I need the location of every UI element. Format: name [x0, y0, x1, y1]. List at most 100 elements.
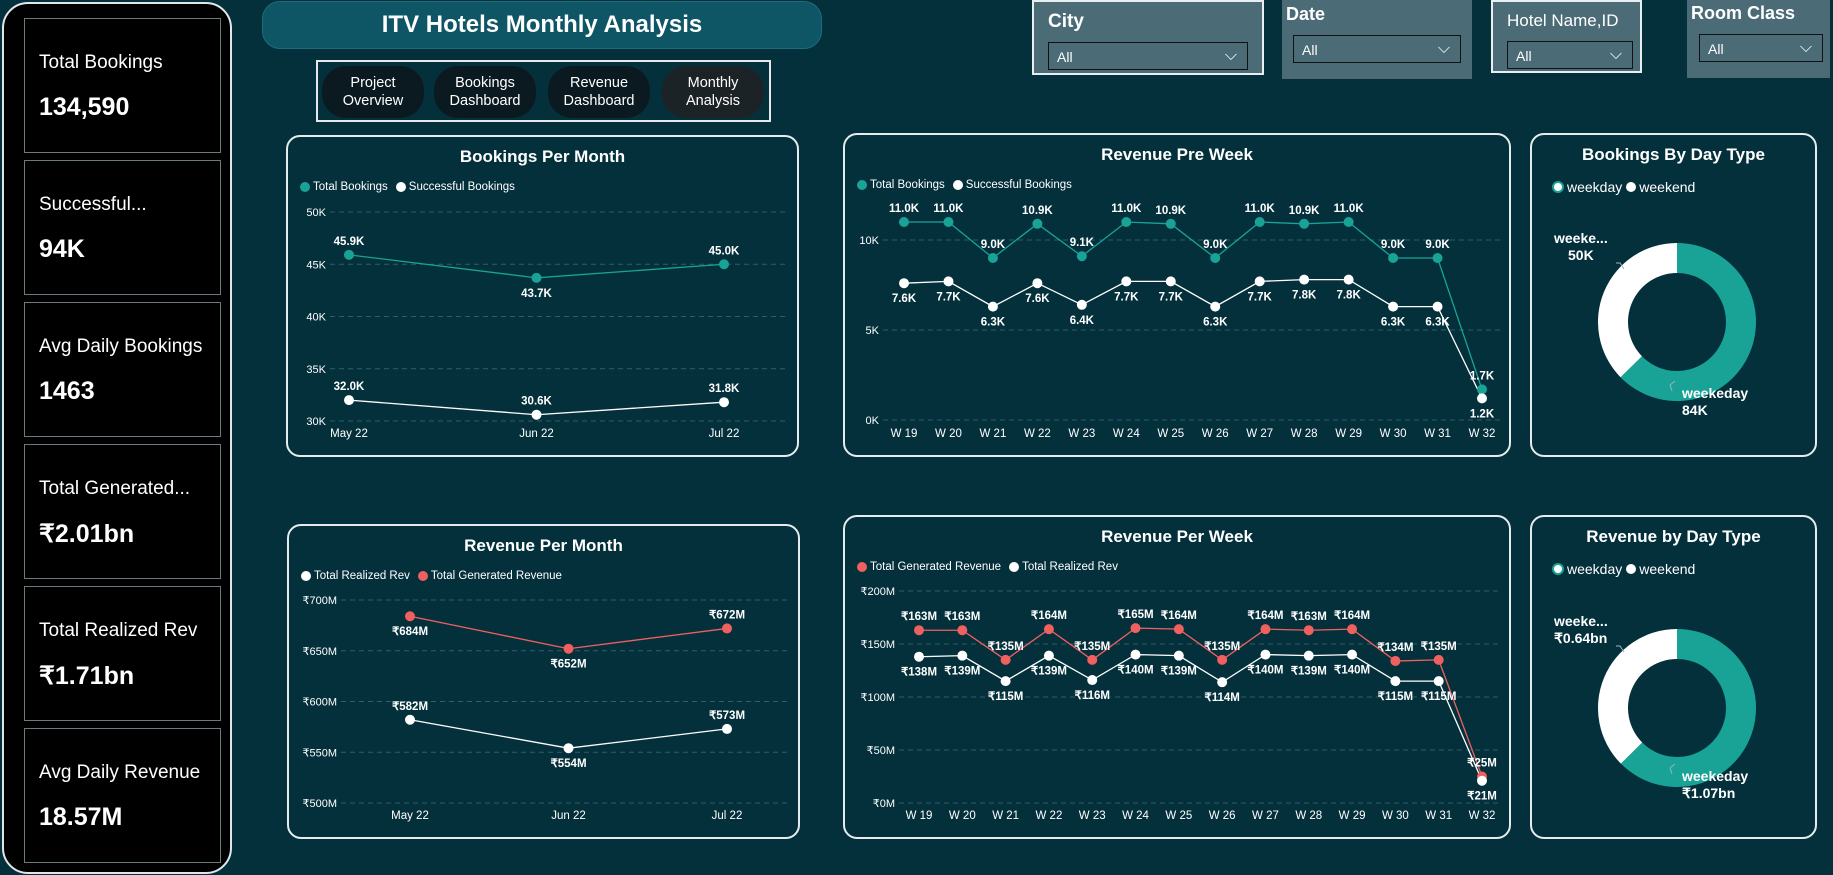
data-point [1299, 274, 1310, 285]
legend-item[interactable]: Total Bookings [857, 179, 945, 191]
y-tick-label: ₹500M [302, 798, 337, 810]
data-point [405, 611, 415, 622]
data-point [1217, 654, 1228, 665]
kpi-value: ₹1.71bn [39, 662, 135, 690]
room-class-dropdown[interactable]: All ⌵ [1699, 34, 1823, 62]
data-point [344, 249, 354, 260]
data-label: ₹672M [709, 609, 745, 621]
data-point [1343, 274, 1354, 285]
dropdown-value: All [1302, 42, 1318, 58]
x-tick-label: W 21 [992, 810, 1019, 822]
data-label: 10.9K [1022, 205, 1053, 217]
data-label: 7.7K [936, 291, 961, 303]
data-point [914, 651, 924, 662]
series-line [918, 653, 1483, 781]
bookings-per-week-chart: 0K 5K 10K W 19 W 20 W 21 W 22 W 23 W 24 W 25 W 26 W… [859, 203, 1500, 440]
chart-legend: Total Generated Revenue Total Realized R… [857, 561, 1118, 573]
legend-item[interactable]: Successful Bookings [952, 179, 1072, 191]
data-label: ₹25M [1467, 758, 1497, 770]
x-tick-label: W 23 [1079, 810, 1106, 822]
legend-item[interactable]: Total Bookings [300, 181, 388, 193]
legend-item[interactable]: Total Realized Rev [301, 570, 410, 582]
data-point [1433, 654, 1444, 665]
data-point [1173, 624, 1184, 635]
kpi-label: Avg Daily Bookings [39, 336, 203, 357]
y-tick-label: 40K [306, 312, 326, 324]
data-label: ₹21M [1467, 791, 1497, 803]
data-label: 11.0K [1245, 203, 1276, 215]
nav-label-line2: Overview [342, 93, 404, 109]
chart-title: Bookings By Day Type [1582, 145, 1765, 164]
kpi-value: 134,590 [39, 93, 130, 121]
slice-label-value: ₹1.07bn [1682, 785, 1735, 801]
hotel-dropdown[interactable]: All ⌵ [1507, 41, 1633, 69]
data-label: 7.7K [1159, 291, 1184, 303]
series-line [919, 627, 1483, 777]
data-point [1087, 654, 1098, 665]
legend-item[interactable]: weekend [1626, 179, 1695, 195]
data-point [722, 623, 732, 634]
series-line [903, 278, 1483, 399]
data-point [1347, 624, 1358, 635]
data-label: 9.0K [1203, 239, 1228, 251]
legend-item[interactable]: Successful Bookings [395, 181, 515, 193]
dropdown-value: All [1516, 48, 1532, 64]
donut-slice [1598, 243, 1677, 378]
data-point [957, 625, 968, 636]
data-label: 9.1K [1070, 237, 1095, 249]
x-tick-label: W 24 [1113, 428, 1140, 440]
data-label: 10.9K [1289, 205, 1320, 217]
nav-monthly-analysis-button[interactable]: Monthly Analysis [662, 66, 764, 118]
data-label: ₹163M [1291, 611, 1327, 623]
legend-dot-icon [1009, 562, 1020, 572]
nav-bookings-dashboard-button[interactable]: Bookings Dashboard [434, 66, 536, 118]
chart-title: Revenue Per Week [1101, 527, 1253, 546]
data-point [987, 253, 998, 263]
date-dropdown[interactable]: All ⌵ [1293, 35, 1461, 63]
data-label: 11.0K [1111, 203, 1142, 215]
data-label: ₹135M [1204, 641, 1240, 653]
y-tick-label: 45K [306, 259, 326, 271]
legend-label: Total Bookings [313, 181, 388, 193]
legend-item[interactable]: weekend [1626, 561, 1695, 577]
data-label: ₹652M [550, 659, 586, 671]
data-point [1000, 654, 1011, 665]
chart-legend: Total Realized Rev Total Generated Reven… [301, 570, 562, 582]
chevron-down-icon: ⌵ [1224, 47, 1237, 64]
bookings-per-week-card: Revenue Pre Week Total Bookings Successf… [843, 133, 1511, 457]
revenue-by-day-type-donut: weekeday₹1.07bn weeke...₹0.64bn [1553, 613, 1756, 801]
legend-item[interactable]: weekday [1552, 561, 1622, 577]
data-point [943, 217, 954, 227]
chart-title: Revenue by Day Type [1586, 527, 1761, 546]
legend-item[interactable]: Total Generated Revenue [417, 570, 562, 582]
nav-project-overview-button[interactable]: Project Overview [322, 66, 424, 118]
legend-item[interactable]: Total Generated Revenue [857, 561, 1001, 573]
x-tick-label: May 22 [391, 810, 429, 822]
data-label: ₹164M [1247, 610, 1283, 622]
data-label: 6.3K [981, 317, 1006, 329]
data-label: 7.8K [1292, 290, 1317, 302]
data-point [1260, 624, 1271, 635]
data-point [1210, 253, 1221, 263]
y-tick-label: ₹600M [302, 697, 337, 709]
x-tick-label: W 21 [980, 428, 1007, 440]
data-label: ₹135M [1074, 641, 1110, 653]
nav-revenue-dashboard-button[interactable]: Revenue Dashboard [548, 66, 650, 118]
legend-item[interactable]: Total Realized Rev [1009, 561, 1118, 573]
legend-label: weekday [1567, 561, 1623, 577]
kpi-label: Total Bookings [39, 52, 163, 73]
legend-dot-icon [857, 180, 867, 190]
data-point [1032, 278, 1043, 289]
leader-line [1616, 262, 1625, 270]
data-label: ₹140M [1117, 665, 1153, 677]
city-dropdown[interactable]: All ⌵ [1048, 42, 1248, 70]
legend-item[interactable]: weekday [1552, 179, 1622, 195]
revenue-by-day-type-card: Revenue by Day Type weekday weekend week… [1530, 515, 1817, 839]
legend-dot-icon [417, 571, 428, 581]
bookings-per-month-chart: 30K 35K 40K 45K 50K May 22 Jun 22 Jul 22 45.9K 43… [306, 207, 788, 440]
data-label: 45.9K [334, 236, 365, 248]
data-point [1432, 253, 1443, 263]
revenue-per-month-chart: ₹500M ₹550M ₹600M ₹650M ₹700M May 22 Jun 22 Jul… [302, 595, 789, 822]
nav-label-line2: Dashboard [449, 93, 521, 109]
